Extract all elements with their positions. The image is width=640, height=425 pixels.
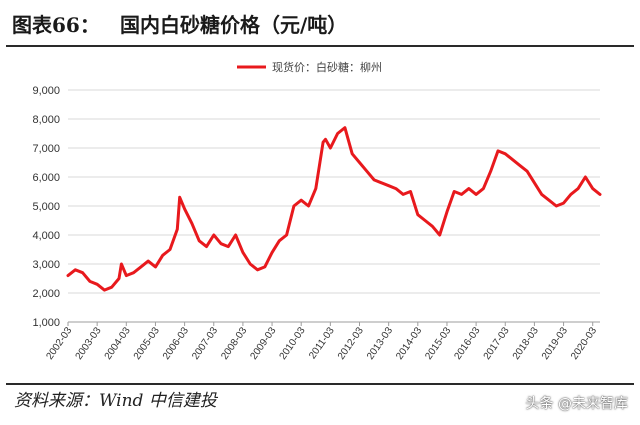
x-tick-label: 2006-03 [161, 325, 191, 362]
figure-number: 图表66： [12, 13, 100, 37]
x-tick-label: 2016-03 [453, 325, 483, 362]
y-tick-labels: 1,000 2,000 3,000 4,000 5,000 6,000 7,000 8,000… [32, 85, 60, 329]
y-tick-label: 3,000 [32, 259, 60, 271]
figure-title: 图表66： 国内白砂糖价格（元/吨） [12, 10, 347, 40]
chart: 1,000 2,000 3,000 4,000 5,000 6,000 7,000 8,000… [32, 60, 602, 362]
x-tick-label: 2015-03 [423, 325, 453, 362]
figure-caption: 国内白砂糖价格（元/吨） [120, 13, 348, 37]
top-rule [6, 45, 634, 47]
y-tick-label: 8,000 [32, 114, 60, 126]
x-tick-label: 2012-03 [336, 325, 366, 362]
y-tick-label: 6,000 [32, 172, 60, 184]
watermark: 头条 @未来智库 [525, 396, 628, 412]
series-line [66, 126, 602, 292]
x-tick-label: 2018-03 [511, 325, 541, 362]
x-tick-label: 2017-03 [482, 325, 512, 362]
x-axis [67, 322, 594, 326]
x-tick-label: 2020-03 [569, 325, 599, 362]
x-tick-label: 2013-03 [365, 325, 395, 362]
legend: 现货价：白砂糖：柳州 [237, 60, 382, 74]
y-tick-label: 5,000 [32, 201, 60, 213]
x-tick-label: 2009-03 [248, 325, 278, 362]
grid-lines [68, 89, 600, 323]
x-tick-label: 2002-03 [44, 325, 74, 362]
x-tick-labels: 2002-03 2003-03 2004-03 2005-03 2006-03 2007-… [44, 325, 599, 362]
x-tick-label: 2007-03 [190, 325, 220, 362]
legend-label: 现货价：白砂糖：柳州 [272, 60, 382, 74]
y-tick-label: 7,000 [32, 143, 60, 155]
y-tick-label: 4,000 [32, 230, 60, 242]
y-tick-label: 2,000 [32, 288, 60, 300]
bottom-rule [6, 383, 634, 385]
x-tick-label: 2014-03 [394, 325, 424, 362]
y-tick-label: 9,000 [32, 85, 60, 97]
x-tick-label: 2019-03 [540, 325, 570, 362]
y-tick-label: 1,000 [32, 317, 60, 329]
x-tick-label: 2010-03 [278, 325, 308, 362]
x-tick-label: 2011-03 [307, 325, 337, 361]
x-tick-label: 2003-03 [74, 325, 104, 362]
x-tick-label: 2004-03 [103, 325, 133, 362]
series-layer [66, 126, 602, 292]
x-tick-label: 2005-03 [132, 325, 162, 362]
source-note: 资料来源：Wind 中信建投 [14, 391, 217, 411]
x-tick-label: 2008-03 [219, 325, 249, 362]
